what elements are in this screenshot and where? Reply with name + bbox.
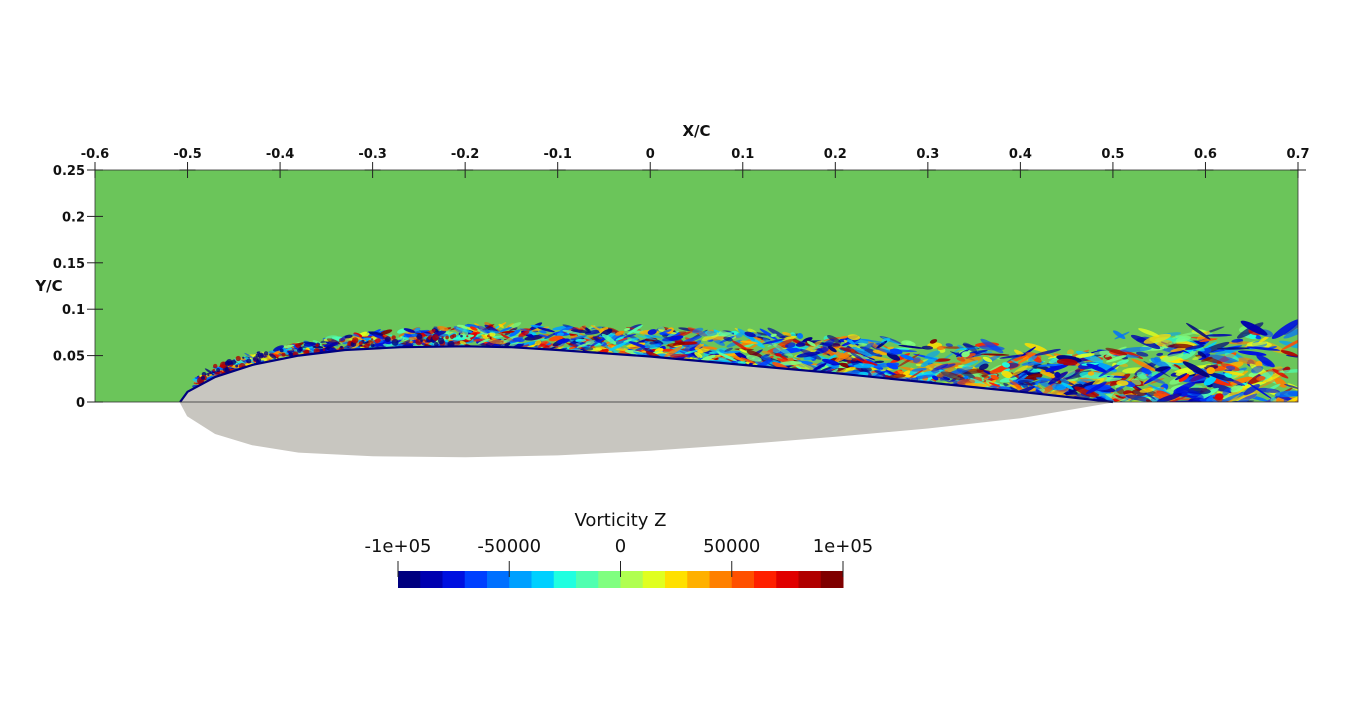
y-tick-label: 0.15	[53, 257, 85, 272]
colorbar-swatch	[576, 571, 599, 588]
x-tick-label: 0.6	[1194, 147, 1217, 162]
x-axis: -0.6 -0.5 -0.4 -0.3 -0.2 -0.1 0 0.1 0.2 0.3 0.4 0.5…	[81, 147, 1310, 178]
x-tick-label: -0.2	[451, 147, 479, 162]
y-tick-label: 0.05	[53, 350, 85, 365]
colorbar: Vorticity Z -1e+05 -50000 0 50000 1e+05	[364, 510, 873, 588]
y-tick-label: 0.2	[62, 210, 85, 225]
colorbar-tick-label: 50000	[703, 536, 760, 557]
y-tick-label: 0.25	[53, 164, 85, 179]
colorbar-swatches	[398, 571, 844, 588]
colorbar-swatch	[464, 571, 488, 588]
colorbar-swatch	[731, 571, 755, 588]
colorbar-swatch	[620, 571, 644, 588]
colorbar-swatch	[398, 571, 421, 588]
colorbar-swatch	[420, 571, 443, 588]
plot-frame	[94, 169, 1299, 403]
colorbar-swatch	[820, 571, 844, 588]
colorbar-ticks: -1e+05 -50000 0 50000 1e+05	[364, 536, 873, 577]
y-axis-title: Y/C	[34, 277, 62, 295]
x-tick-label: -0.6	[81, 147, 109, 162]
colorbar-swatch	[709, 571, 733, 588]
colorbar-swatch	[665, 571, 688, 588]
x-tick-label: 0.2	[824, 147, 847, 162]
x-tick-label: 0.3	[916, 147, 939, 162]
colorbar-swatch	[776, 571, 799, 588]
colorbar-swatch	[442, 571, 466, 588]
x-tick-label: -0.5	[173, 147, 201, 162]
x-tick-label: 0.1	[731, 147, 754, 162]
y-tick-label: 0.1	[62, 303, 85, 318]
colorbar-tick-label: -50000	[477, 536, 541, 557]
colorbar-swatch	[798, 571, 822, 588]
airfoil-wall-vorticity-layer	[179, 345, 1114, 404]
x-tick-label: 0	[646, 147, 655, 162]
colorbar-tick-label: -1e+05	[364, 536, 431, 557]
colorbar-swatch	[754, 571, 777, 588]
x-tick-label: -0.4	[266, 147, 294, 162]
x-tick-label: 0.7	[1286, 147, 1309, 162]
colorbar-tick-label: 1e+05	[813, 536, 874, 557]
x-tick-label: -0.3	[358, 147, 386, 162]
colorbar-swatch	[487, 571, 510, 588]
colorbar-swatch	[509, 571, 532, 588]
colorbar-swatch	[642, 571, 666, 588]
colorbar-swatch	[598, 571, 621, 588]
colorbar-tick-label: 0	[615, 536, 626, 557]
colorbar-swatch	[553, 571, 577, 588]
y-tick-label: 0	[76, 396, 85, 411]
x-tick-label: -0.1	[543, 147, 571, 162]
x-tick-label: 0.5	[1101, 147, 1124, 162]
x-tick-label: 0.4	[1009, 147, 1032, 162]
colorbar-swatch	[531, 571, 555, 588]
colorbar-swatch	[687, 571, 710, 588]
colorbar-title: Vorticity Z	[574, 510, 666, 531]
x-axis-title: X/C	[682, 122, 710, 140]
y-axis: 0 0.05 0.1 0.15 0.2 0.25	[53, 164, 103, 411]
